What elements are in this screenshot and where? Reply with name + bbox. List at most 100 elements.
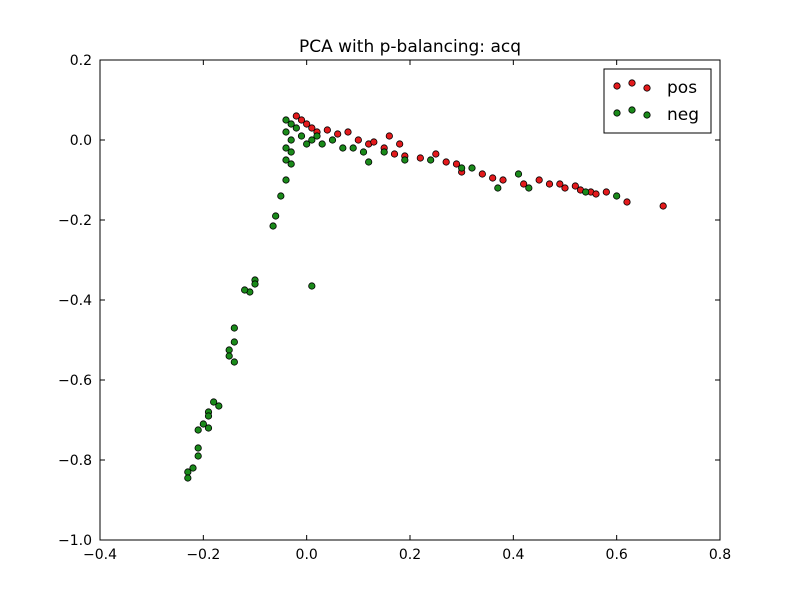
data-point-neg — [308, 282, 316, 290]
data-point-neg — [494, 184, 502, 192]
data-point-neg — [297, 132, 306, 140]
data-point-neg — [427, 156, 435, 164]
plot-area — [99, 59, 721, 541]
data-point-neg — [328, 136, 337, 144]
data-point-neg — [359, 148, 368, 156]
data-point-neg — [313, 132, 321, 140]
data-point-neg — [282, 128, 290, 136]
x-tick-label: 0.6 — [606, 547, 628, 563]
data-point-neg — [613, 192, 621, 200]
data-point-pos — [344, 128, 352, 136]
data-point-neg — [210, 398, 218, 406]
y-tick-label: −0.6 — [58, 373, 92, 389]
data-point-neg — [194, 452, 202, 460]
data-point-neg — [251, 280, 259, 288]
data-point-neg — [582, 188, 590, 196]
data-point-neg — [230, 338, 238, 346]
data-point-pos — [520, 180, 528, 188]
data-point-pos — [416, 154, 424, 162]
legend-box — [603, 68, 712, 134]
data-point-neg — [401, 156, 409, 164]
data-point-pos — [659, 202, 667, 210]
data-point-neg — [318, 140, 326, 148]
legend-marker-neg — [628, 106, 636, 114]
data-point-neg — [230, 358, 238, 366]
data-point-neg — [380, 148, 388, 156]
y-tick-label: −0.2 — [58, 213, 92, 229]
chart-title: PCA with p-balancing: acq — [299, 37, 521, 57]
data-point-neg — [349, 144, 357, 152]
data-point-neg — [282, 176, 290, 184]
data-point-neg — [287, 160, 295, 168]
y-axis-ticks: −1.0 −0.8 −0.6 −0.4 −0.2 0.0 0.2 — [58, 53, 720, 549]
data-point-pos — [334, 130, 342, 138]
data-point-neg — [225, 352, 233, 360]
data-point-neg — [282, 116, 290, 124]
data-point-neg — [514, 170, 523, 178]
legend-label-pos: pos — [667, 78, 697, 98]
data-point-neg — [365, 158, 373, 166]
legend: pos neg — [603, 68, 712, 134]
legend-marker-neg — [613, 109, 621, 117]
y-tick-label: −0.4 — [58, 293, 92, 309]
data-point-neg — [277, 192, 285, 200]
legend-marker-neg — [643, 111, 651, 119]
data-point-neg — [194, 426, 202, 434]
data-point-neg — [287, 136, 295, 144]
data-point-neg — [282, 156, 290, 164]
data-point-pos — [499, 176, 507, 184]
data-point-pos — [354, 136, 362, 144]
legend-marker-pos — [643, 84, 651, 92]
legend-label-neg: neg — [667, 105, 699, 125]
data-point-pos — [478, 170, 486, 178]
x-tick-label: 0.0 — [296, 547, 318, 563]
data-point-pos — [303, 120, 311, 128]
x-tick-label: −0.4 — [83, 547, 117, 563]
data-point-pos — [297, 116, 306, 124]
data-point-neg — [225, 346, 233, 354]
data-point-pos — [556, 180, 564, 188]
x-tick-label: 0.8 — [709, 547, 731, 563]
y-tick-label: 0.0 — [70, 133, 92, 149]
data-point-neg — [292, 124, 300, 132]
data-point-pos — [292, 112, 300, 120]
data-point-pos — [390, 150, 399, 158]
data-point-neg — [230, 324, 238, 332]
data-point-pos — [592, 190, 600, 198]
data-point-neg — [204, 412, 213, 420]
y-tick-label: 0.2 — [70, 53, 92, 69]
data-point-neg — [241, 286, 249, 294]
data-point-pos — [323, 126, 331, 134]
data-point-pos — [623, 198, 631, 206]
data-points — [184, 112, 667, 482]
data-point-pos — [602, 188, 610, 196]
data-point-pos — [432, 150, 440, 158]
data-point-pos — [385, 132, 393, 140]
data-point-pos — [370, 138, 378, 146]
data-point-neg — [468, 164, 476, 172]
data-point-neg — [184, 468, 192, 476]
plot-frame — [99, 59, 721, 541]
data-point-neg — [303, 140, 311, 148]
y-tick-label: −0.8 — [58, 453, 92, 469]
data-point-pos — [308, 124, 316, 132]
y-tick-label: −1.0 — [58, 533, 92, 549]
data-point-neg — [287, 148, 295, 156]
data-point-neg — [204, 424, 213, 432]
x-tick-label: −0.2 — [186, 547, 220, 563]
data-point-neg — [194, 444, 202, 452]
series-pos — [292, 112, 667, 210]
data-point-neg — [184, 474, 192, 482]
data-point-neg — [287, 120, 295, 128]
data-point-neg — [525, 184, 533, 192]
data-point-neg — [215, 402, 223, 410]
data-point-pos — [535, 176, 543, 184]
data-point-neg — [308, 136, 316, 144]
data-point-neg — [189, 464, 197, 472]
legend-marker-pos — [628, 79, 636, 87]
data-point-neg — [199, 420, 207, 428]
legend-marker-pos — [613, 82, 621, 90]
data-point-neg — [458, 164, 466, 172]
data-point-pos — [452, 160, 461, 168]
